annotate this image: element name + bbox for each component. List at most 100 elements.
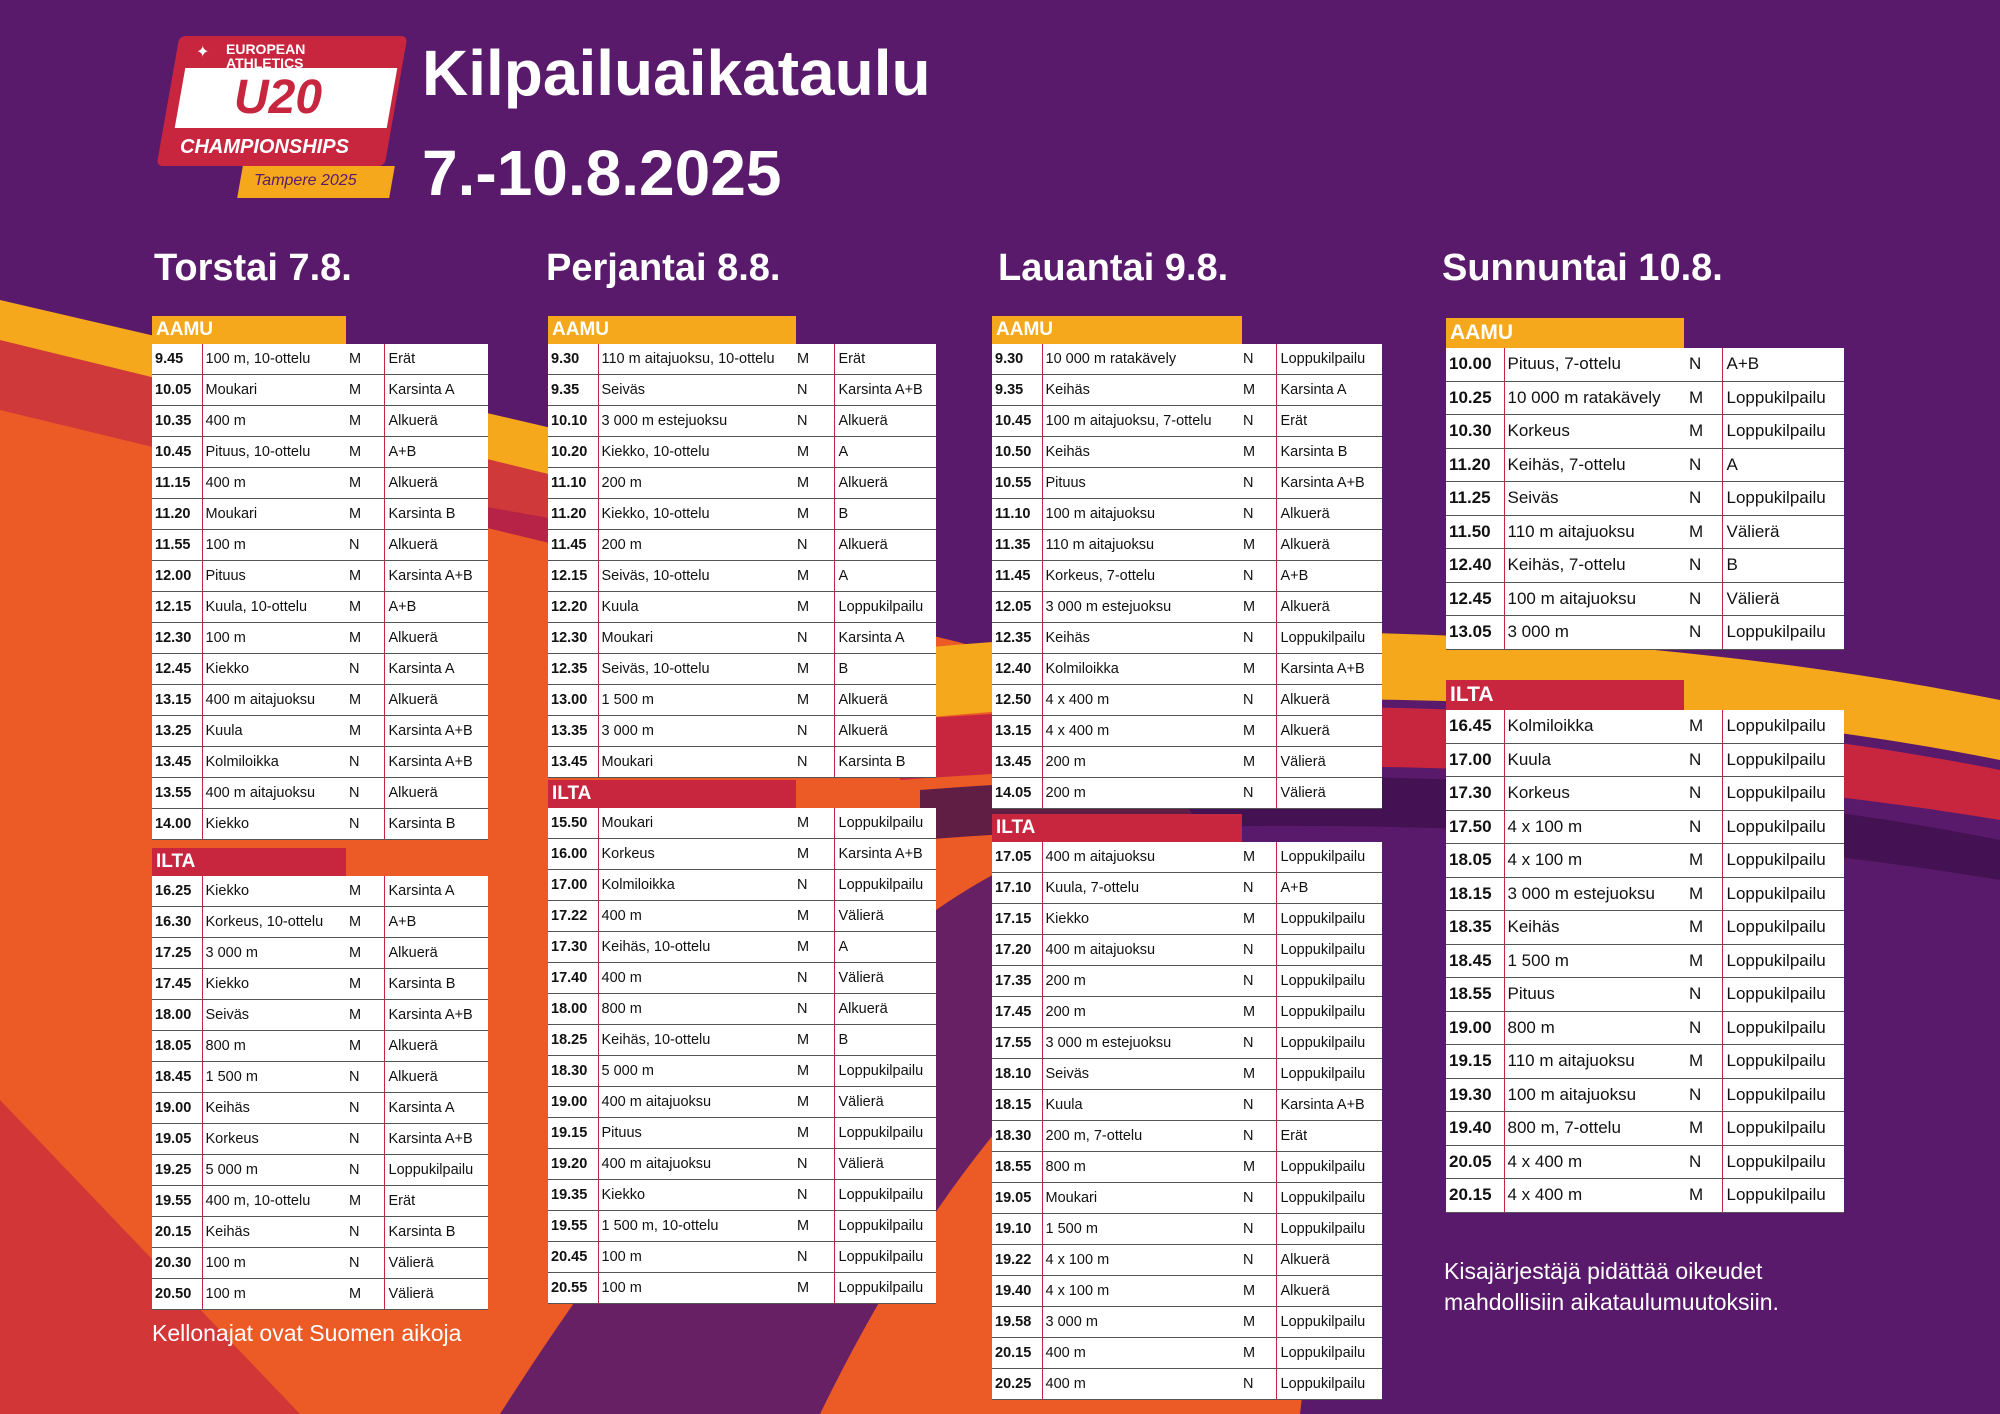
event-name: 10 000 m ratakävely [1504,381,1686,415]
event-round: Erät [383,1185,488,1217]
event-time: 13.45 [548,746,599,778]
event-round: Karsinta A+B [1275,1089,1382,1121]
event-gender: N [1240,1120,1276,1152]
event-gender: M [1240,1058,1276,1090]
schedule-table: 10.00 Pituus, 7-ottelu N A+B 10.25 10 000 m r… [1446,348,1844,650]
event-round: Karsinta A [1275,374,1382,406]
event-round: Alkuerä [383,405,488,437]
event-time: 12.45 [152,653,203,685]
event-time: 19.10 [992,1213,1043,1245]
table-row: 9.35 Keihäs M Karsinta A [992,374,1382,406]
logo-place: Tampere 2025 [254,172,357,189]
event-round: Loppukilpailu [1721,810,1844,844]
event-gender: N [1240,872,1276,904]
event-time: 13.35 [548,715,599,747]
event-round: Karsinta A+B [383,746,488,778]
event-name: Seiväs [202,999,346,1031]
event-time: 17.35 [992,965,1043,997]
event-round: A [1721,448,1844,482]
event-time: 17.30 [1446,776,1505,811]
event-name: Korkeus, 10-ottelu [202,906,346,938]
schedule-saturday-evening: ILTA 17.05 400 m aitajuoksu M Loppukilpailu… [992,814,1382,1400]
table-row: 17.25 3 000 m M Alkuerä [152,937,488,969]
event-time: 13.45 [152,746,203,778]
table-row: 12.20 Kuula M Loppukilpailu [548,591,936,623]
event-round: Karsinta B [383,498,488,530]
event-gender: N [794,869,834,901]
event-gender: M [1240,529,1276,561]
table-row: 19.40 800 m, 7-ottelu M Loppukilpailu [1446,1111,1844,1146]
event-round: Alkuerä [1275,715,1382,747]
table-row: 11.55 100 m N Alkuerä [152,529,488,561]
event-time: 9.35 [992,374,1043,406]
event-name: Keihäs [1042,622,1240,654]
table-row: 9.35 Seiväs N Karsinta A+B [548,374,936,406]
event-round: Karsinta B [383,808,488,840]
event-time: 11.15 [152,467,203,499]
event-name: 400 m aitajuoksu [1042,934,1240,966]
table-row: 18.15 3 000 m estejuoksu M Loppukilpailu [1446,877,1844,911]
event-gender: N [346,1092,384,1124]
event-round: Loppukilpailu [1275,1306,1382,1338]
event-round: Loppukilpailu [1721,977,1844,1012]
schedule-friday-evening: ILTA 15.50 Moukari M Loppukilpailu 16.00 Kork… [548,780,936,1304]
event-name: 4 x 400 m [1504,1178,1686,1213]
event-time: 12.30 [548,622,599,654]
event-round: Loppukilpailu [1721,1178,1844,1213]
event-gender: M [794,1086,834,1118]
event-time: 9.30 [548,344,599,375]
event-time: 18.45 [152,1061,203,1093]
event-time: 12.00 [152,560,203,592]
event-time: 18.15 [992,1089,1043,1121]
schedule-table: 15.50 Moukari M Loppukilpailu 16.00 Korkeus M K… [548,808,936,1304]
table-row: 13.00 1 500 m M Alkuerä [548,684,936,716]
event-time: 10.45 [152,436,203,468]
table-row: 18.00 Seiväs M Karsinta A+B [152,999,488,1031]
event-round: Alkuerä [833,467,936,499]
event-time: 11.20 [152,498,203,530]
event-time: 12.50 [992,684,1043,716]
schedule-saturday-morning: AAMU 9.30 10 000 m ratakävely N Loppukilpai… [992,316,1382,809]
event-name: Keihäs, 7-ottelu [1504,448,1686,482]
event-time: 18.00 [152,999,203,1031]
table-row: 11.10 100 m aitajuoksu N Alkuerä [992,498,1382,530]
event-time: 10.55 [992,467,1043,499]
page-date-range: 7.-10.8.2025 [422,137,782,209]
event-name: Kolmiloikka [598,869,794,901]
table-row: 14.05 200 m N Välierä [992,777,1382,809]
event-time: 20.15 [992,1337,1043,1369]
event-round: Alkuerä [383,467,488,499]
event-gender: M [346,1030,384,1062]
event-time: 9.45 [152,344,203,375]
event-gender: M [794,1272,834,1304]
table-row: 12.15 Kuula, 10-ottelu M A+B [152,591,488,623]
event-name: Kuula [598,591,794,623]
event-time: 10.00 [1446,348,1505,382]
event-name: Kolmiloikka [1042,653,1240,685]
event-time: 20.25 [992,1368,1043,1400]
session-label-morning: AAMU [1446,318,1684,348]
logo-championships: CHAMPIONSHIPS [180,136,349,158]
event-round: Loppukilpailu [1275,996,1382,1028]
event-time: 16.30 [152,906,203,938]
schedule-table: 9.45 100 m, 10-ottelu M Erät 10.05 Moukari M Ka… [152,344,488,840]
event-time: 18.05 [152,1030,203,1062]
event-gender: M [1240,746,1276,778]
event-round: Välierä [383,1247,488,1279]
event-time: 9.30 [992,344,1043,375]
event-time: 17.00 [1446,743,1505,777]
event-name: Kuula [1504,743,1686,777]
event-gender: M [1686,1111,1722,1146]
event-name: Pituus [202,560,346,592]
event-gender: N [1686,977,1722,1012]
event-gender: N [1686,776,1722,811]
event-time: 11.10 [992,498,1043,530]
event-name: Moukari [598,746,794,778]
event-name: 100 m [202,622,346,654]
table-row: 16.45 Kolmiloikka M Loppukilpailu [1446,710,1844,744]
table-row: 18.10 Seiväs M Loppukilpailu [992,1058,1382,1090]
event-time: 17.22 [548,900,599,932]
event-round: Loppukilpailu [833,1179,936,1211]
event-gender: N [1686,1145,1722,1179]
table-row: 17.55 3 000 m estejuoksu N Loppukilpailu [992,1027,1382,1059]
